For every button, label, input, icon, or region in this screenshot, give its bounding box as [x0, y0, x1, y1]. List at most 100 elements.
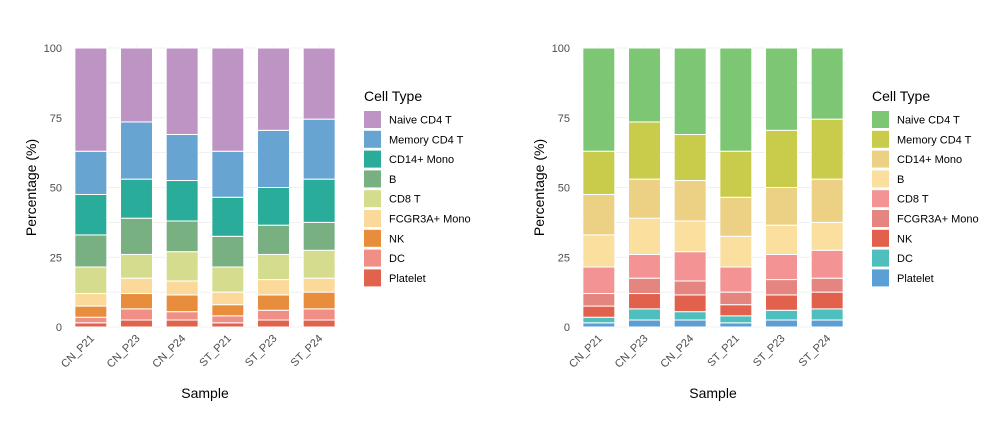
legend-label-platelet: Platelet	[897, 273, 934, 285]
bar-cn-p24-cd14-mono	[165, 180, 199, 222]
legend-label-fcgr3a-mono: FCGR3A+ Mono	[389, 214, 471, 226]
bar-cn-p23-memory-cd4-t	[120, 121, 153, 180]
bar-st-p21-nk	[719, 304, 753, 317]
bar-cn-p23-b	[120, 217, 153, 255]
bar-cn-p23-cd8-t	[120, 253, 153, 279]
bar-st-p24-cd14-mono	[302, 178, 336, 223]
bar-st-p24-cd8-t	[302, 249, 336, 279]
bar-st-p23-cd14-mono	[765, 187, 798, 226]
bar-cn-p21-dc	[74, 316, 108, 324]
bar-st-p23-naive-cd4-t	[765, 47, 798, 131]
legend-label-fcgr3a-mono: FCGR3A+ Mono	[897, 214, 979, 226]
bar-st-p21-cd14-mono	[211, 196, 245, 237]
bar-st-p21-cd14-mono	[719, 196, 753, 237]
y-tick-label: 75	[50, 113, 62, 125]
y-tick-label: 75	[558, 113, 570, 125]
legend-label-b: B	[897, 174, 904, 186]
legend-swatch-memory-cd4-t	[364, 130, 381, 148]
chart-left: 0 25 50 75 100 CN_P21 CN_P23 CN_P24 ST_P21 ST_P23…	[23, 43, 471, 401]
legend-swatch-cd14-mono	[872, 150, 889, 168]
x-tick-label: CN_P23	[613, 333, 651, 371]
bar-cn-p23-nk	[120, 293, 153, 310]
bar-st-p23-dc	[765, 309, 798, 321]
bar-st-p21-b	[719, 235, 753, 268]
bar-st-p21-memory-cd4-t	[719, 150, 753, 198]
bar-st-p24-platelet	[302, 319, 336, 328]
legend-label-nk: NK	[897, 233, 913, 245]
bar-st-p24-b	[810, 221, 844, 251]
legend-label-dc: DC	[897, 253, 913, 265]
bar-st-p24-memory-cd4-t	[302, 118, 336, 180]
y-tick-label: 25	[50, 252, 62, 264]
legend-swatch-fcgr3a-mono	[364, 210, 381, 227]
bar-cn-p23-fcgr3a-mono	[628, 277, 661, 295]
x-tick-label: CN_P21	[567, 333, 605, 371]
bar-st-p23-nk	[765, 294, 798, 311]
bar-cn-p24-platelet	[165, 319, 199, 328]
bar-cn-p23-dc	[628, 308, 661, 321]
bar-st-p21-dc	[211, 315, 245, 324]
x-tick-label: ST_P24	[289, 333, 326, 370]
x-tick-label: CN_P21	[59, 333, 97, 371]
bar-cn-p21-platelet	[74, 322, 108, 328]
legend-label-naive-cd4-t: Naive CD4 T	[389, 115, 452, 127]
bar-st-p23-memory-cd4-t	[257, 129, 290, 188]
bar-st-p24-cd14-mono	[810, 178, 844, 223]
bar-cn-p23-cd8-t	[628, 253, 661, 279]
bar-cn-p23-cd14-mono	[120, 178, 153, 219]
bar-cn-p23-naive-cd4-t	[120, 47, 153, 123]
bar-st-p24-b	[302, 221, 336, 251]
legend-swatch-dc	[364, 249, 381, 267]
bar-cn-p24-fcgr3a-mono	[165, 280, 199, 296]
bar-cn-p23-dc	[120, 308, 153, 321]
legend-label-cd14-mono: CD14+ Mono	[897, 154, 962, 166]
bar-st-p24-dc	[810, 308, 844, 321]
y-axis-title: Percentage (%)	[23, 139, 39, 236]
bar-st-p24-nk	[810, 291, 844, 310]
legend-swatch-naive-cd4-t	[364, 111, 381, 128]
legend-label-cd8-t: CD8 T	[897, 194, 929, 206]
legend-swatch-cd8-t	[872, 190, 889, 208]
y-tick-label: 25	[558, 252, 570, 264]
bar-cn-p24-b	[165, 220, 199, 253]
legend-swatch-fcgr3a-mono	[872, 210, 889, 227]
x-axis-title: Sample	[181, 385, 229, 401]
bar-st-p24-platelet	[810, 319, 844, 328]
legend: Cell Type Naive CD4 T Memory CD4 T CD14+ Mo…	[872, 88, 979, 287]
bar-st-p23-nk	[257, 294, 290, 311]
bar-st-p24-dc	[302, 308, 336, 321]
legend-title: Cell Type	[872, 88, 930, 104]
bar-st-p23-platelet	[257, 319, 290, 328]
bar-cn-p21-fcgr3a-mono	[582, 293, 616, 307]
bar-st-p23-b	[257, 224, 290, 255]
bar-st-p23-naive-cd4-t	[257, 47, 290, 131]
bar-cn-p24-cd8-t	[673, 251, 707, 282]
bar-cn-p21-naive-cd4-t	[582, 47, 616, 152]
bar-cn-p23-memory-cd4-t	[628, 121, 661, 180]
bar-cn-p24-naive-cd4-t	[165, 47, 199, 135]
bar-st-p21-naive-cd4-t	[719, 47, 753, 152]
y-tick-label: 100	[44, 43, 62, 55]
y-tick-label: 0	[564, 322, 570, 334]
bar-cn-p24-dc	[165, 311, 199, 321]
legend-label-cd14-mono: CD14+ Mono	[389, 154, 454, 166]
bar-st-p23-memory-cd4-t	[765, 129, 798, 188]
x-tick-label: CN_P24	[150, 333, 188, 371]
bar-cn-p23-nk	[628, 293, 661, 310]
bar-cn-p21-b	[74, 234, 108, 268]
legend-label-memory-cd4-t: Memory CD4 T	[389, 134, 464, 146]
bar-cn-p24-nk	[673, 294, 707, 313]
bar-cn-p21-b	[582, 234, 616, 268]
bar-st-p23-cd8-t	[257, 253, 290, 281]
legend-swatch-dc	[872, 249, 889, 267]
legend-swatch-platelet	[872, 269, 889, 287]
bar-st-p23-dc	[257, 309, 290, 321]
x-tick-label: ST_P23	[751, 333, 788, 370]
bar-cn-p21-dc	[582, 316, 616, 324]
legend-label-nk: NK	[389, 233, 405, 245]
bar-st-p23-fcgr3a-mono	[257, 279, 290, 296]
bar-cn-p23-cd14-mono	[628, 178, 661, 219]
y-tick-label: 100	[552, 43, 570, 55]
bar-st-p21-fcgr3a-mono	[719, 291, 753, 306]
bar-cn-p21-cd8-t	[74, 266, 108, 295]
